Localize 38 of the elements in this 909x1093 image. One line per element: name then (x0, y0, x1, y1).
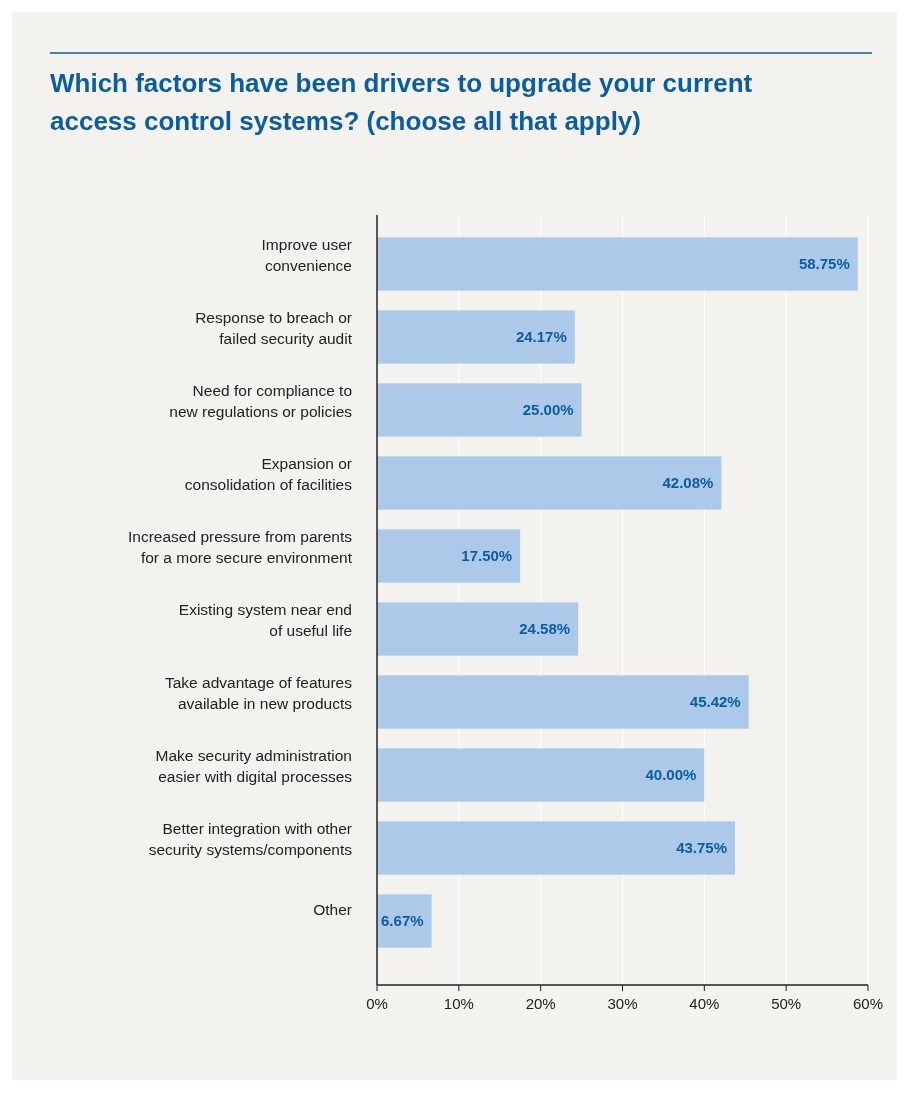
data-label: 17.50% (461, 547, 513, 565)
data-label: 58.75% (798, 255, 850, 273)
bar (377, 602, 579, 656)
data-label: 43.75% (676, 839, 728, 857)
x-tick-label: 20% (525, 995, 556, 1012)
y-tick-label: Make security administration easier with digital processes (155, 747, 353, 786)
bar (377, 748, 705, 802)
bar (377, 310, 575, 364)
y-tick-label: Better integration with other security systems/components (148, 820, 353, 859)
data-label: 45.42% (689, 693, 741, 711)
bar (377, 675, 749, 729)
x-tick-label: 60% (852, 995, 884, 1012)
x-tick-label: 0% (366, 995, 388, 1012)
x-tick-label: 10% (443, 995, 474, 1012)
y-tick-label: Existing system near end of useful life (178, 601, 352, 640)
x-tick-label: 50% (771, 995, 802, 1012)
bar (377, 529, 521, 583)
data-label: 42.08% (662, 474, 714, 492)
y-tick-label: Need for compliance to new regulations or policies (169, 381, 353, 420)
bar (377, 383, 582, 437)
y-tick-label: Take advantage of features available in new products (165, 674, 353, 713)
data-label: 24.17% (515, 328, 567, 346)
bar (377, 237, 858, 291)
x-tick-label: 30% (607, 995, 638, 1012)
y-tick-label: Expansion or consolidation of facilities (184, 454, 353, 493)
y-tick-label: Increased pressure from parents for a more secure environment (128, 527, 353, 566)
y-tick-label: Response to breach or failed security audit (195, 308, 353, 347)
bar (377, 821, 736, 875)
data-label: 24.58% (519, 620, 571, 638)
bar (377, 894, 432, 948)
bar (377, 456, 722, 510)
y-tick-label: Other (313, 901, 352, 919)
x-tick-label: 40% (689, 995, 720, 1012)
data-label: 25.00% (522, 401, 574, 419)
chart-title: Which factors have been drivers to upgrade your current access control systems? (choose all that apply) (50, 68, 753, 136)
data-label: 40.00% (645, 766, 697, 784)
y-tick-label: Improve user convenience (261, 235, 352, 274)
data-label: 6.67% (381, 912, 424, 930)
